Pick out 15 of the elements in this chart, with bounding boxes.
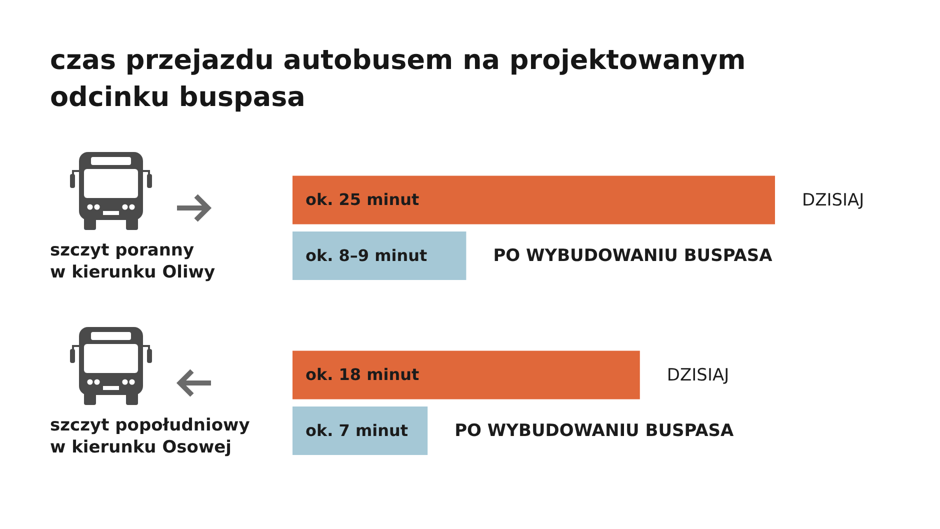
series-label: DZISIAJ xyxy=(802,190,864,210)
y-tick-label: szczyt poranny w kierunku Oliwy xyxy=(50,240,216,282)
data-label: ok. 7 minut xyxy=(306,420,408,440)
y-tick-label: szczyt popołudniowy w kierunku Osowej xyxy=(50,415,250,458)
text: PO WYBUDOWANIU BUSPASA xyxy=(454,421,734,442)
bar xyxy=(292,406,428,456)
text: DZISIAJ xyxy=(666,365,730,386)
bar xyxy=(292,176,775,224)
data-label: ok. 25 minut xyxy=(306,190,420,210)
bar xyxy=(292,232,466,280)
bar xyxy=(292,350,640,400)
data-label: ok. 18 minut xyxy=(306,365,420,384)
chart-title: czas przejazdu autobusem na projektowanym odcinku buspasa xyxy=(50,44,747,115)
data-label: ok. 8–9 minut xyxy=(306,246,428,265)
series-label: PO WYBUDOWANIU BUSPASA xyxy=(493,246,774,266)
